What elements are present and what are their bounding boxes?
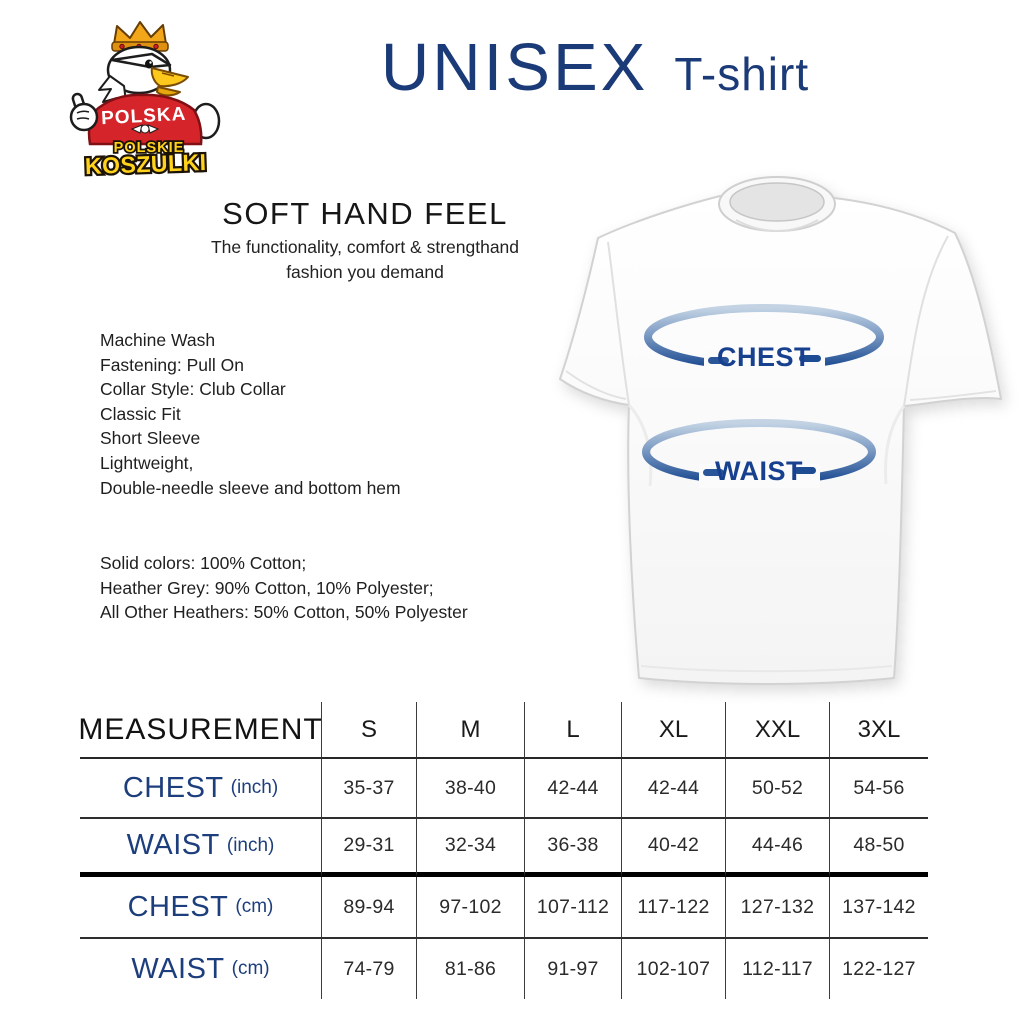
title-tshirt: T-shirt <box>674 48 810 100</box>
table-cell: 107-112 <box>525 877 622 939</box>
row-label-waist-cm: WAIST (cm) <box>80 939 322 999</box>
materials-list: Solid colors: 100% Cotton; Heather Grey:… <box>100 551 468 625</box>
table-cell: 38-40 <box>417 759 525 819</box>
table-header-size-m: M <box>417 702 525 759</box>
brand-logo: POLSKA POLSKIE KOSZULKI <box>52 20 236 181</box>
intro-subtitle-line2: fashion you demand <box>286 261 444 282</box>
chest-ring-label: CHEST <box>717 342 811 372</box>
table-cell: 97-102 <box>417 877 525 939</box>
feature-item: Lightweight, <box>100 452 194 473</box>
table-header-size-3xl: 3XL <box>830 702 928 759</box>
material-item: Heather Grey: 90% Cotton, 10% Polyester; <box>100 577 434 598</box>
table-cell: 32-34 <box>417 819 525 877</box>
table-header-size-xl: XL <box>622 702 726 759</box>
size-table: MEASUREMENT S M L XL XXL 3XL CHEST (inch… <box>78 702 928 999</box>
logo-line1: POLSKIE <box>114 140 185 156</box>
table-cell: 48-50 <box>830 819 928 877</box>
intro-section: SOFT HAND FEEL The functionality, comfor… <box>95 196 635 284</box>
material-item: All Other Heathers: 50% Cotton, 50% Poly… <box>100 602 468 623</box>
material-item: Solid colors: 100% Cotton; <box>100 553 307 573</box>
tshirt-diagram: CHEST WAIST <box>528 166 1024 694</box>
table-cell: 112-117 <box>726 939 830 999</box>
table-cell: 81-86 <box>417 939 525 999</box>
waist-ring-label: WAIST <box>715 456 803 486</box>
feature-item: Short Sleeve <box>100 428 201 449</box>
intro-subtitle-line1: The functionality, comfort & strengthand <box>210 237 520 257</box>
table-cell: 102-107 <box>622 939 726 999</box>
table-cell: 36-38 <box>525 819 622 877</box>
row-label-chest-inch: CHEST (inch) <box>80 759 322 819</box>
page-title: UNISEX T-shirt <box>300 34 890 101</box>
title-unisex: UNISEX <box>380 30 649 105</box>
mascot-shirt <box>87 93 203 146</box>
feature-item: Collar Style: Club Collar <box>100 379 286 400</box>
tshirt-shape <box>559 195 1002 685</box>
logo-line2: KOSZULKI <box>85 149 207 178</box>
table-cell: 42-44 <box>525 759 622 819</box>
table-cell: 91-97 <box>525 939 622 999</box>
table-cell: 44-46 <box>726 819 830 877</box>
feature-item: Classic Fit <box>100 403 181 424</box>
feature-item: Double-needle sleeve and bottom hem <box>100 477 401 498</box>
crown-icon <box>113 21 167 45</box>
row-label-waist-inch: WAIST (inch) <box>80 819 322 877</box>
table-cell: 29-31 <box>322 819 417 877</box>
table-cell: 122-127 <box>842 957 916 980</box>
table-cell: 127-132 <box>726 877 830 939</box>
table-cell: 74-79 <box>322 939 417 999</box>
table-cell: 35-37 <box>322 759 417 819</box>
table-cell: 50-52 <box>726 759 830 819</box>
feature-item: Machine Wash <box>100 330 216 350</box>
table-header-measurement: MEASUREMENT <box>78 702 322 759</box>
intro-heading: SOFT HAND FEEL <box>222 196 508 231</box>
feature-item: Fastening: Pull On <box>100 354 244 375</box>
table-cell: 40-42 <box>622 819 726 877</box>
table-header-size-xxl: XXL <box>726 702 830 759</box>
table-header-size-l: L <box>525 702 622 759</box>
table-cell: 89-94 <box>322 877 417 939</box>
feature-list: Machine Wash Fastening: Pull On Collar S… <box>100 328 401 500</box>
row-label-chest-cm: CHEST (cm) <box>80 877 322 939</box>
table-cell: 42-44 <box>622 759 726 819</box>
beak-icon <box>150 67 189 88</box>
table-cell: 117-122 <box>622 877 726 939</box>
table-header-size-s: S <box>322 702 417 759</box>
table-cell: 137-142 <box>830 877 928 939</box>
table-cell: 54-56 <box>830 759 928 819</box>
eagle-mascot-icon: POLSKA POLSKIE KOSZULKI <box>69 21 221 181</box>
